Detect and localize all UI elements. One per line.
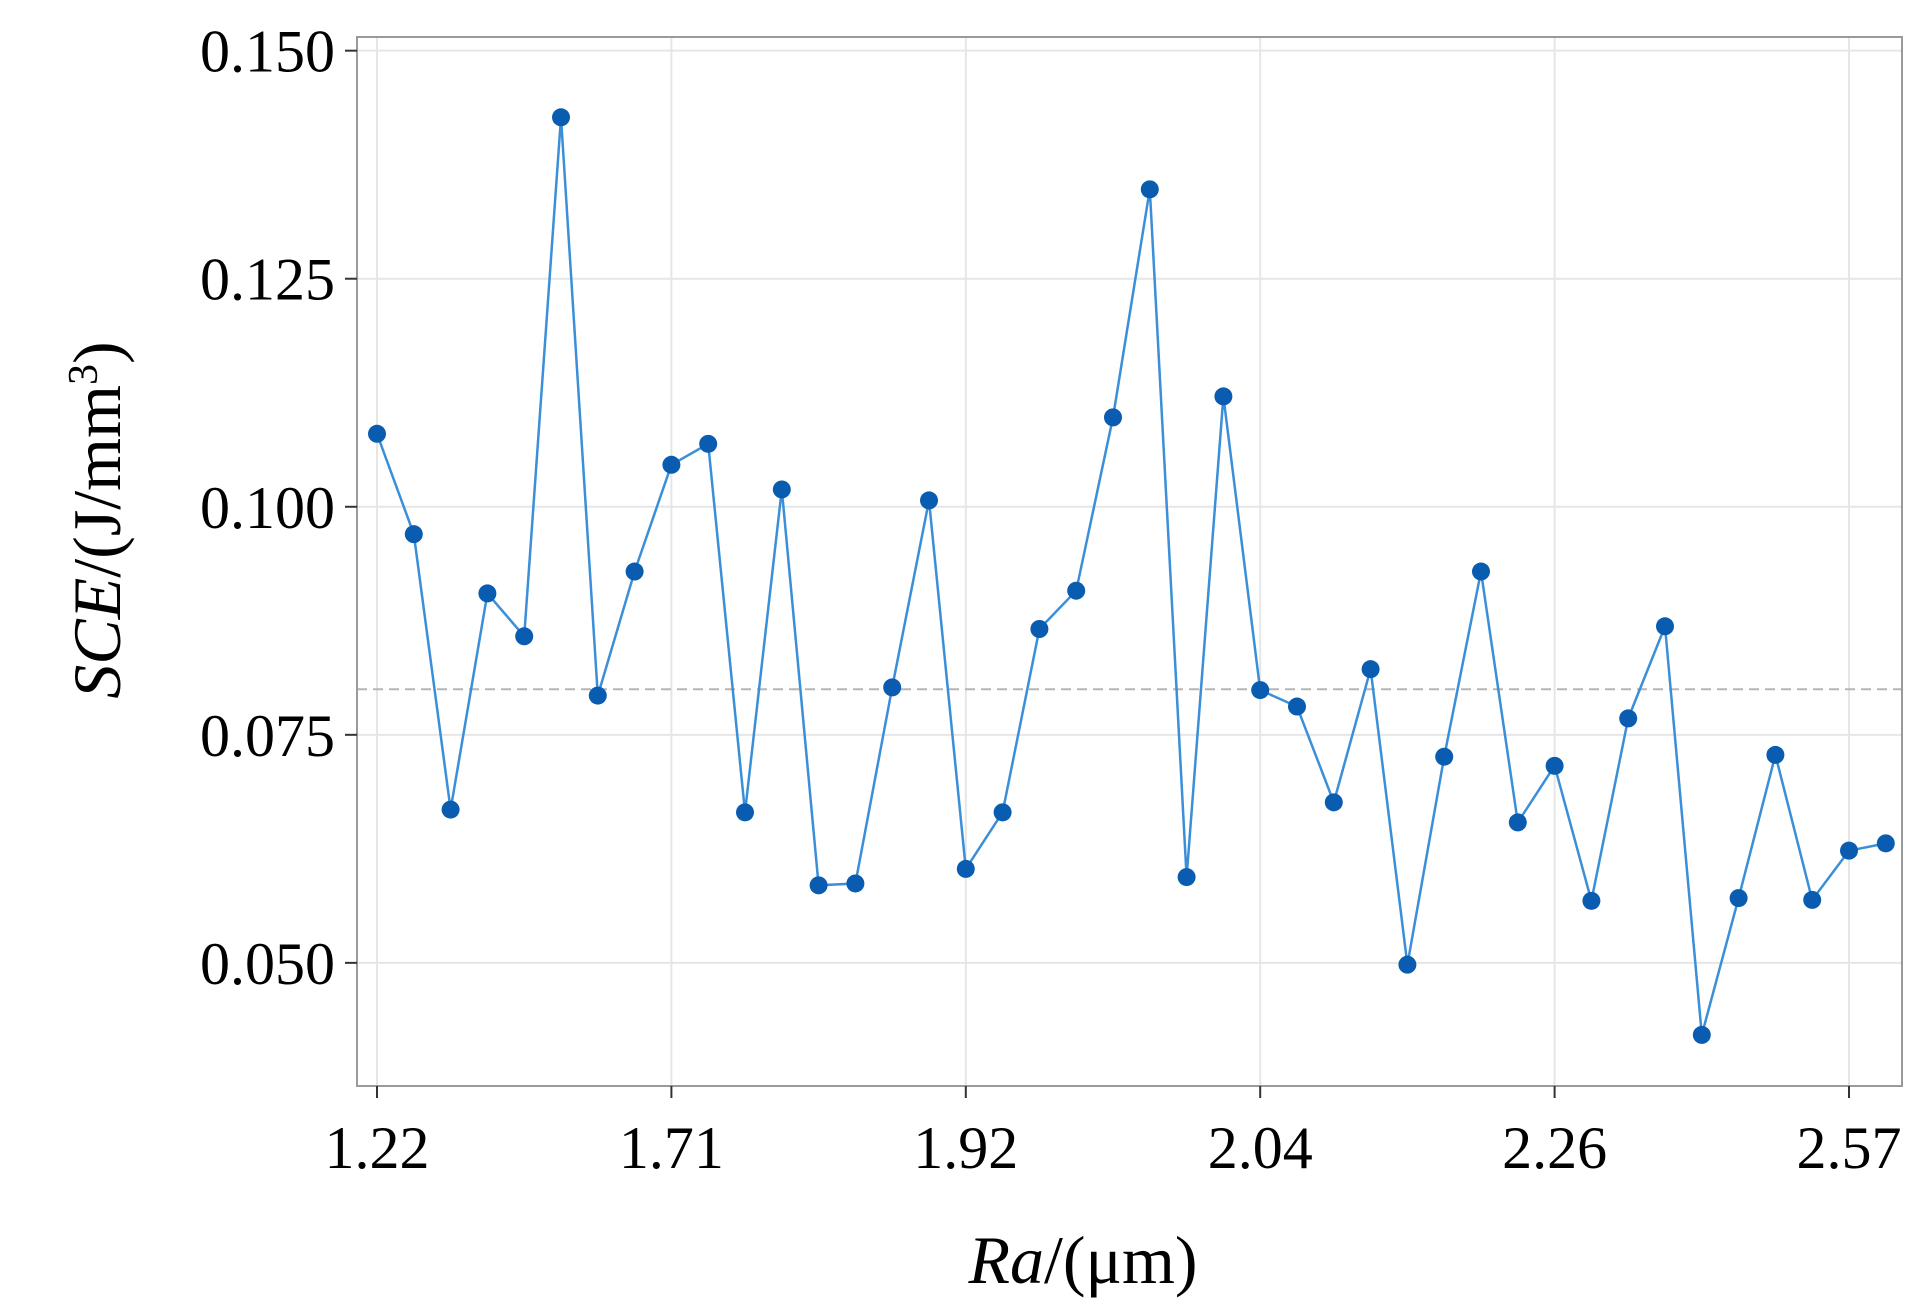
- y-tick-label-2: 0.100: [200, 475, 335, 541]
- data-point-0: [368, 424, 386, 443]
- y-axis-title-unit: /(J/mm: [59, 385, 135, 578]
- data-point-27: [1361, 660, 1380, 679]
- x-tick-label-3: 2.04: [1208, 1115, 1313, 1181]
- data-point-7: [625, 562, 644, 581]
- x-tick-label-0: 1.22: [325, 1115, 430, 1181]
- data-point-8: [662, 455, 681, 474]
- data-point-10: [736, 803, 754, 822]
- y-axis-title-symbol: SCE: [59, 578, 135, 699]
- data-point-32: [1545, 756, 1564, 775]
- data-point-13: [846, 874, 865, 893]
- y-tick-label-4: 0.150: [200, 19, 335, 85]
- series-polyline: [375, 117, 1887, 1036]
- data-point-19: [1067, 581, 1086, 600]
- data-point-4: [515, 627, 534, 646]
- series-line: [375, 117, 1887, 1036]
- x-axis-title-symbol: Ra: [967, 1222, 1044, 1298]
- data-point-31: [1508, 813, 1527, 832]
- data-point-41: [1876, 834, 1895, 853]
- data-point-3: [478, 584, 497, 603]
- data-point-21: [1140, 180, 1159, 199]
- x-tick-label-1: 1.71: [619, 1115, 724, 1181]
- data-point-5: [552, 108, 570, 127]
- data-point-36: [1692, 1025, 1711, 1044]
- data-point-2: [441, 800, 460, 819]
- data-point-20: [1104, 408, 1122, 427]
- y-axis-title-superscript: 3: [61, 364, 107, 385]
- data-point-9: [699, 434, 718, 453]
- grid-lines: [357, 37, 1902, 1086]
- data-point-35: [1656, 617, 1674, 636]
- data-point-18: [1030, 620, 1049, 639]
- data-point-15: [920, 491, 938, 510]
- y-tick-label-1: 0.075: [200, 703, 335, 769]
- y-axis-ticks: 0.050 0.075 0.100 0.125 0.150: [200, 19, 357, 997]
- data-point-17: [993, 803, 1012, 822]
- x-tick-label-5: 2.57: [1797, 1115, 1902, 1181]
- data-point-38: [1766, 745, 1785, 764]
- x-axis-title: Ra/(μm): [967, 1222, 1197, 1298]
- data-point-37: [1729, 889, 1748, 908]
- data-point-28: [1398, 955, 1417, 974]
- data-point-24: [1251, 681, 1270, 700]
- data-point-26: [1324, 793, 1343, 812]
- data-point-23: [1214, 387, 1233, 406]
- y-axis-title-close: ): [59, 341, 135, 364]
- data-point-1: [404, 525, 423, 544]
- plot-frame: [356, 36, 1903, 1087]
- data-point-33: [1582, 891, 1601, 910]
- data-point-22: [1177, 868, 1196, 887]
- y-axis-title: SCE/(J/mm3): [59, 341, 135, 698]
- series-points: [368, 108, 1895, 1044]
- data-point-29: [1435, 747, 1454, 766]
- data-point-6: [588, 686, 607, 705]
- x-axis-title-unit: /(μm): [1044, 1222, 1198, 1298]
- x-axis-ticks: 1.22 1.71 1.92 2.04 2.26 2.57: [325, 1086, 1902, 1181]
- data-point-14: [883, 678, 902, 697]
- data-point-39: [1803, 890, 1822, 909]
- data-point-30: [1472, 562, 1490, 581]
- x-tick-label-2: 1.92: [913, 1115, 1018, 1181]
- x-tick-label-4: 2.26: [1502, 1115, 1607, 1181]
- data-point-11: [772, 480, 791, 499]
- data-point-12: [809, 876, 828, 895]
- data-point-40: [1840, 841, 1858, 860]
- data-point-16: [956, 859, 975, 878]
- data-point-34: [1619, 709, 1638, 728]
- y-tick-label-3: 0.125: [200, 247, 335, 313]
- y-tick-label-0: 0.050: [200, 931, 335, 997]
- data-point-25: [1288, 697, 1306, 716]
